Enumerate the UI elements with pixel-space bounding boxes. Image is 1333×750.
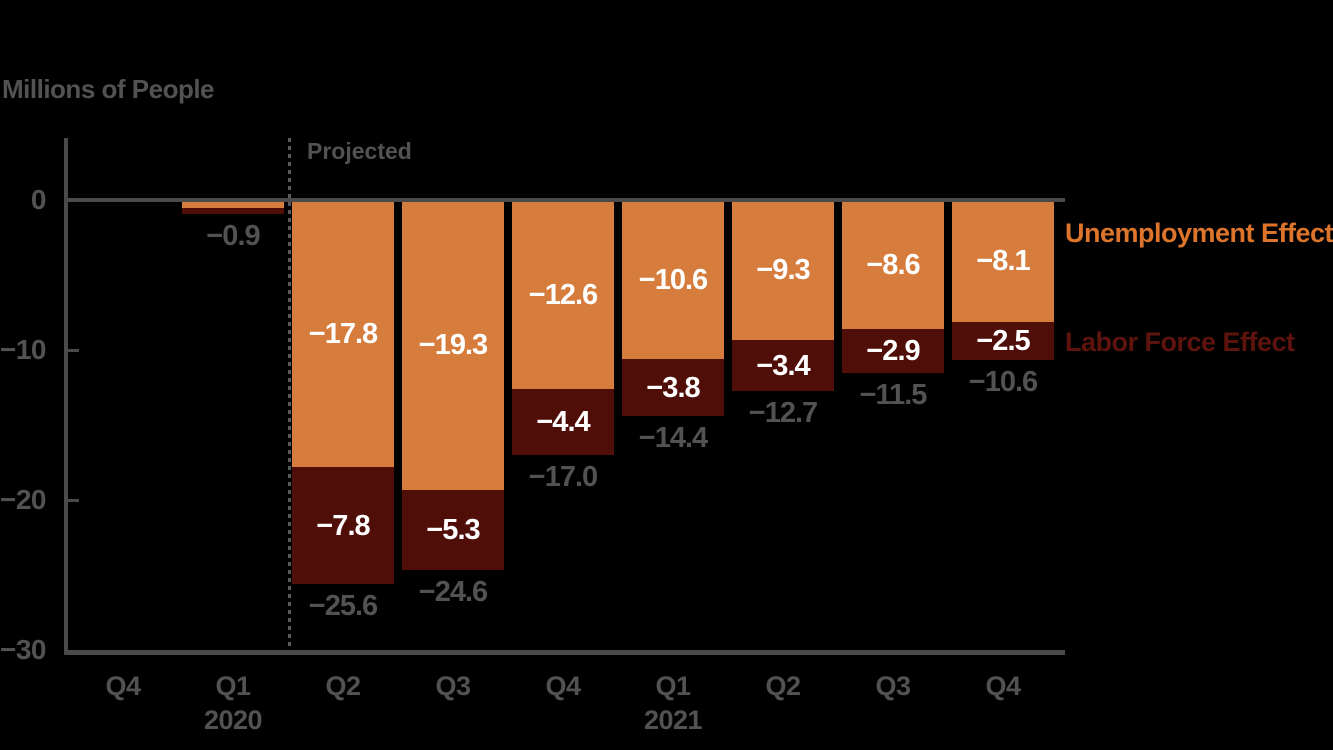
segment-value-label: −8.6 bbox=[866, 248, 920, 281]
segment-value-label: −8.1 bbox=[976, 245, 1030, 277]
y-tick-label: −20 bbox=[0, 484, 47, 515]
bar-segment-unemployment: −19.3 bbox=[402, 200, 504, 490]
y-axis-title: Millions of People bbox=[2, 74, 215, 104]
x-tick-label: Q1 bbox=[215, 671, 251, 701]
bar-segment-unemployment: −10.6 bbox=[622, 200, 724, 359]
bar-total-label: −17.0 bbox=[528, 461, 598, 493]
x-tick-label: Q4 bbox=[105, 671, 141, 701]
bar-total-label: −12.7 bbox=[748, 397, 818, 429]
segment-value-label: −4.4 bbox=[536, 406, 590, 438]
segment-value-label: −7.8 bbox=[316, 509, 370, 542]
bar-segment-labor-force: −7.8 bbox=[292, 467, 394, 584]
bar-segment-labor-force bbox=[182, 208, 284, 214]
x-tick-label: Q4 bbox=[985, 671, 1021, 701]
bar-segment-labor-force: −2.9 bbox=[842, 329, 944, 373]
bar-segment-unemployment: −9.3 bbox=[732, 200, 834, 340]
segment-value-label: −5.3 bbox=[426, 514, 480, 546]
bar-total-label: −11.5 bbox=[859, 379, 928, 411]
y-tick-mark bbox=[64, 499, 79, 502]
bar-total-label: −24.6 bbox=[418, 576, 488, 608]
segment-value-label: −3.4 bbox=[756, 349, 810, 382]
segment-value-label: −12.6 bbox=[528, 278, 598, 311]
y-axis-line bbox=[64, 138, 68, 655]
bar-segment-unemployment: −12.6 bbox=[512, 200, 614, 389]
segment-value-label: −19.3 bbox=[418, 329, 488, 361]
bar-segment-labor-force: −3.8 bbox=[622, 359, 724, 416]
bar-segment-labor-force: −4.4 bbox=[512, 389, 614, 455]
bar-segment-unemployment: −8.6 bbox=[842, 200, 944, 329]
y-tick-label: −10 bbox=[0, 334, 47, 365]
bar-total-label: −0.9 bbox=[206, 220, 260, 252]
bar-segment-labor-force: −3.4 bbox=[732, 340, 834, 391]
projected-divider-line bbox=[288, 138, 291, 655]
segment-value-label: −10.6 bbox=[638, 263, 708, 296]
bar-total-label: −25.6 bbox=[308, 590, 378, 622]
legend-label-unemployment: Unemployment Effect bbox=[1065, 218, 1333, 248]
x-tick-label: Q4 bbox=[545, 671, 581, 701]
y-tick-mark bbox=[64, 349, 79, 352]
segment-value-label: −17.8 bbox=[308, 317, 378, 350]
bar-segment-unemployment bbox=[182, 200, 284, 208]
bar-segment-labor-force: −2.5 bbox=[952, 322, 1054, 360]
y-tick-label: −30 bbox=[0, 634, 47, 665]
y-tick-label: 0 bbox=[30, 184, 47, 215]
x-tick-label: Q2 bbox=[765, 671, 801, 701]
zero-baseline bbox=[68, 198, 1065, 202]
x-tick-label: Q2 bbox=[325, 671, 361, 701]
bar-segment-unemployment: −8.1 bbox=[952, 200, 1054, 322]
x-tick-label: Q3 bbox=[435, 671, 471, 701]
year-label: 2021 bbox=[643, 705, 703, 735]
x-axis-line bbox=[64, 650, 1065, 655]
projected-annotation: Projected bbox=[307, 138, 412, 164]
segment-value-label: −2.9 bbox=[866, 335, 920, 367]
segment-value-label: −2.5 bbox=[976, 325, 1030, 357]
bar-segment-unemployment: −17.8 bbox=[292, 200, 394, 467]
x-tick-label: Q3 bbox=[875, 671, 911, 701]
bar-total-label: −10.6 bbox=[968, 366, 1038, 398]
segment-value-label: −9.3 bbox=[756, 254, 810, 286]
bar-total-label: −14.4 bbox=[638, 422, 708, 454]
bar-segment-labor-force: −5.3 bbox=[402, 490, 504, 570]
legend-label-labor-force: Labor Force Effect bbox=[1065, 327, 1295, 357]
segment-value-label: −3.8 bbox=[646, 371, 700, 404]
year-label: 2020 bbox=[203, 705, 263, 735]
x-tick-label: Q1 bbox=[655, 671, 691, 701]
